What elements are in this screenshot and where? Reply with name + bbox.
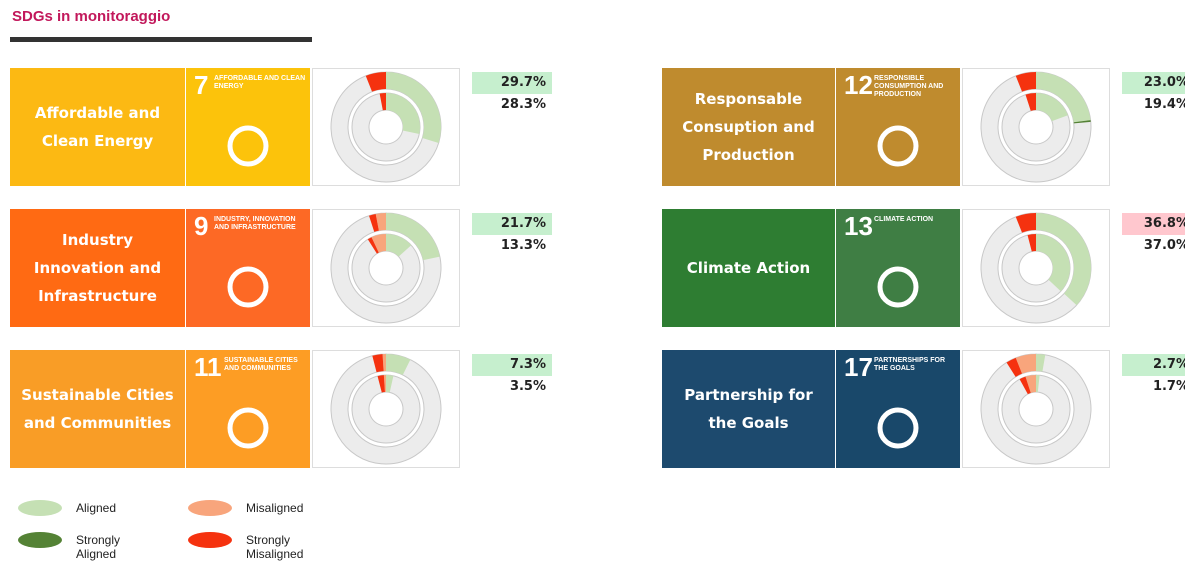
donut-segment	[375, 213, 386, 231]
title-underline	[10, 37, 312, 42]
ring-background	[1001, 374, 1071, 444]
donut-chart	[312, 350, 460, 468]
ring-background	[351, 374, 421, 444]
donut-segment	[1015, 72, 1036, 92]
donut-segment	[1036, 93, 1068, 122]
benchmark-percent: 37.0%	[1143, 238, 1185, 253]
sdg-icon: 12 RESPONSIBLE CONSUMPTION AND PRODUCTION	[836, 68, 960, 186]
donut-segment	[386, 93, 420, 134]
donut-segment	[365, 72, 386, 92]
pictogram-shape	[227, 125, 269, 167]
sdg-pictogram	[877, 407, 919, 449]
sdg-label: Sustainable Cities and Communities	[10, 350, 185, 468]
sdg-pictogram	[227, 407, 269, 449]
donut-segment	[382, 354, 386, 372]
donut-segment	[386, 354, 411, 375]
sdg-number: 7	[194, 70, 209, 100]
donut-segment	[1036, 234, 1070, 292]
legend-label: Misaligned	[246, 501, 304, 515]
benchmark-percent: 1.7%	[1152, 379, 1185, 394]
benchmark-percent: 19.4%	[1143, 97, 1185, 112]
sdg-number: 13	[844, 211, 873, 241]
donut-chart	[962, 209, 1110, 327]
sdg-icon: 17 PARTNERSHIPS FOR THE GOALS	[836, 350, 960, 468]
sdg-pictogram	[877, 266, 919, 308]
donut-segment	[386, 72, 441, 144]
donut-chart	[962, 350, 1110, 468]
portfolio-percent: 36.8%	[1122, 213, 1185, 235]
donut-segment	[1025, 375, 1036, 393]
donut-segment	[369, 213, 379, 232]
benchmark-percent: 28.3%	[500, 97, 546, 112]
donut-segment	[1036, 72, 1091, 123]
benchmark-percent: 3.5%	[509, 379, 546, 394]
sdg-label: Affordable and Clean Energy	[10, 68, 185, 186]
pictogram-shape	[877, 407, 919, 449]
sdg-icon: 13 CLIMATE ACTION	[836, 209, 960, 327]
legend-label: Aligned	[76, 501, 117, 515]
donut-segment	[1006, 357, 1023, 377]
pictogram-shape	[227, 266, 269, 308]
donut-segment	[371, 234, 386, 253]
sdg-number: 12	[844, 70, 873, 100]
sdg-pictogram	[227, 266, 269, 308]
donut-chart	[312, 209, 460, 327]
pictogram-shape	[227, 407, 269, 449]
donut-segment	[1015, 213, 1036, 233]
donut-segment	[1025, 93, 1036, 111]
donut-segment	[383, 375, 386, 393]
legend-swatch	[18, 532, 62, 548]
sdg-icon: 9 INDUSTRY, INNOVATION AND INFRASTRUCTURE	[186, 209, 310, 327]
donut-segment	[386, 375, 394, 393]
sdg-icon: 7 AFFORDABLE AND CLEAN ENERGY	[186, 68, 310, 186]
sdg-icon-title: RESPONSIBLE CONSUMPTION AND PRODUCTION	[874, 75, 944, 98]
donut-segment	[1073, 120, 1091, 124]
portfolio-percent: 21.7%	[472, 213, 552, 235]
legend-swatch	[188, 532, 232, 548]
donut-segment	[1027, 234, 1036, 252]
sdg-icon-title: AFFORDABLE AND CLEAN ENERGY	[214, 75, 306, 90]
sdg-number: 9	[194, 211, 209, 241]
sdg-icon-title: CLIMATE ACTION	[874, 216, 934, 223]
donut-chart	[312, 68, 460, 186]
benchmark-percent: 13.3%	[500, 238, 546, 253]
page-title: SDGs in monitoraggio	[12, 8, 171, 25]
legend-swatch	[188, 500, 232, 516]
sdg-icon: 11 SUSTAINABLE CITIES AND COMMUNITIES	[186, 350, 310, 468]
donut-segment	[372, 354, 384, 373]
pictogram-shape	[877, 125, 919, 167]
legend-label: Strongly Misaligned	[246, 533, 304, 561]
portfolio-percent: 29.7%	[472, 72, 552, 94]
donut-segment	[377, 375, 385, 393]
sdg-icon-title: PARTNERSHIPS FOR THE GOALS	[874, 357, 946, 372]
pictogram-shape	[877, 266, 919, 308]
portfolio-percent: 2.7%	[1122, 354, 1185, 376]
donut-segment	[1036, 375, 1040, 393]
donut-segment	[367, 237, 379, 254]
donut-segment	[379, 93, 386, 111]
donut-chart	[962, 68, 1110, 186]
sdg-label: Partnership for the Goals	[662, 350, 835, 468]
sdg-pictogram	[227, 125, 269, 167]
legend-swatch	[18, 500, 62, 516]
sdg-icon-title: SUSTAINABLE CITIES AND COMMUNITIES	[224, 357, 298, 372]
donut-segment	[1036, 354, 1046, 372]
donut-segment	[1019, 376, 1031, 395]
sdg-label: Responsable Consuption and Production	[662, 68, 835, 186]
ring-background	[330, 353, 442, 465]
legend-label: Strongly Aligned	[76, 533, 121, 561]
donut-segment	[386, 213, 440, 261]
sdg-number: 11	[194, 352, 222, 382]
sdg-label: Climate Action	[662, 209, 835, 327]
portfolio-percent: 23.0%	[1122, 72, 1185, 94]
donut-segment	[1015, 354, 1036, 374]
donut-segment	[1036, 213, 1091, 306]
sdg-pictogram	[877, 125, 919, 167]
donut-segment	[386, 234, 412, 257]
sdg-number: 17	[844, 352, 873, 382]
sdg-label: Industry Innovation and Infrastructure	[10, 209, 185, 327]
portfolio-percent: 7.3%	[472, 354, 552, 376]
sdg-icon-title: INDUSTRY, INNOVATION AND INFRASTRUCTURE	[214, 216, 296, 231]
